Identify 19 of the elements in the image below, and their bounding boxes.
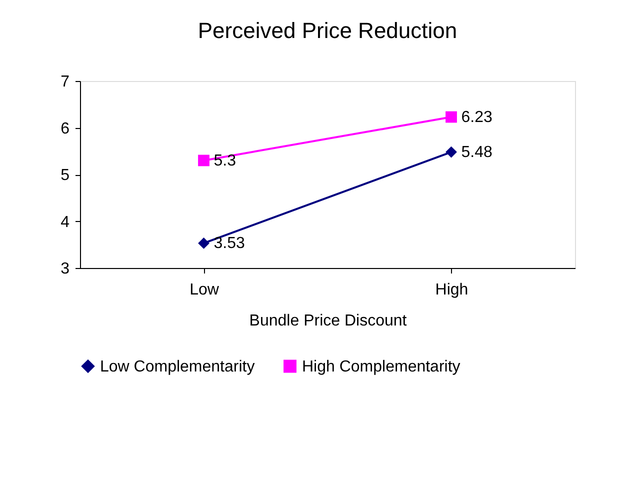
y-tick-label: 6 [60,120,70,138]
point [198,154,210,166]
y-tick-label: 5 [60,167,70,184]
y-tick-label: 7 [60,74,70,90]
x-tick-label: High [435,282,468,298]
point [446,146,457,158]
x-tick-label: Low [190,282,220,298]
y-tick-label: 4 [60,214,70,231]
data-label: 5.3 [214,152,236,170]
point [198,238,210,249]
data-label: 6.23 [461,108,492,126]
data-label: 5.48 [461,144,492,162]
legend-label: Low Complementarity [100,358,255,376]
point [446,111,457,123]
data-label: 3.53 [214,235,245,252]
x-axis-title: Bundle Price Discount [249,312,408,330]
chart-title: Perceived Price Reduction [198,18,458,43]
y-tick-label: 3 [60,260,70,278]
legend-label: High Complementarity [302,358,460,376]
